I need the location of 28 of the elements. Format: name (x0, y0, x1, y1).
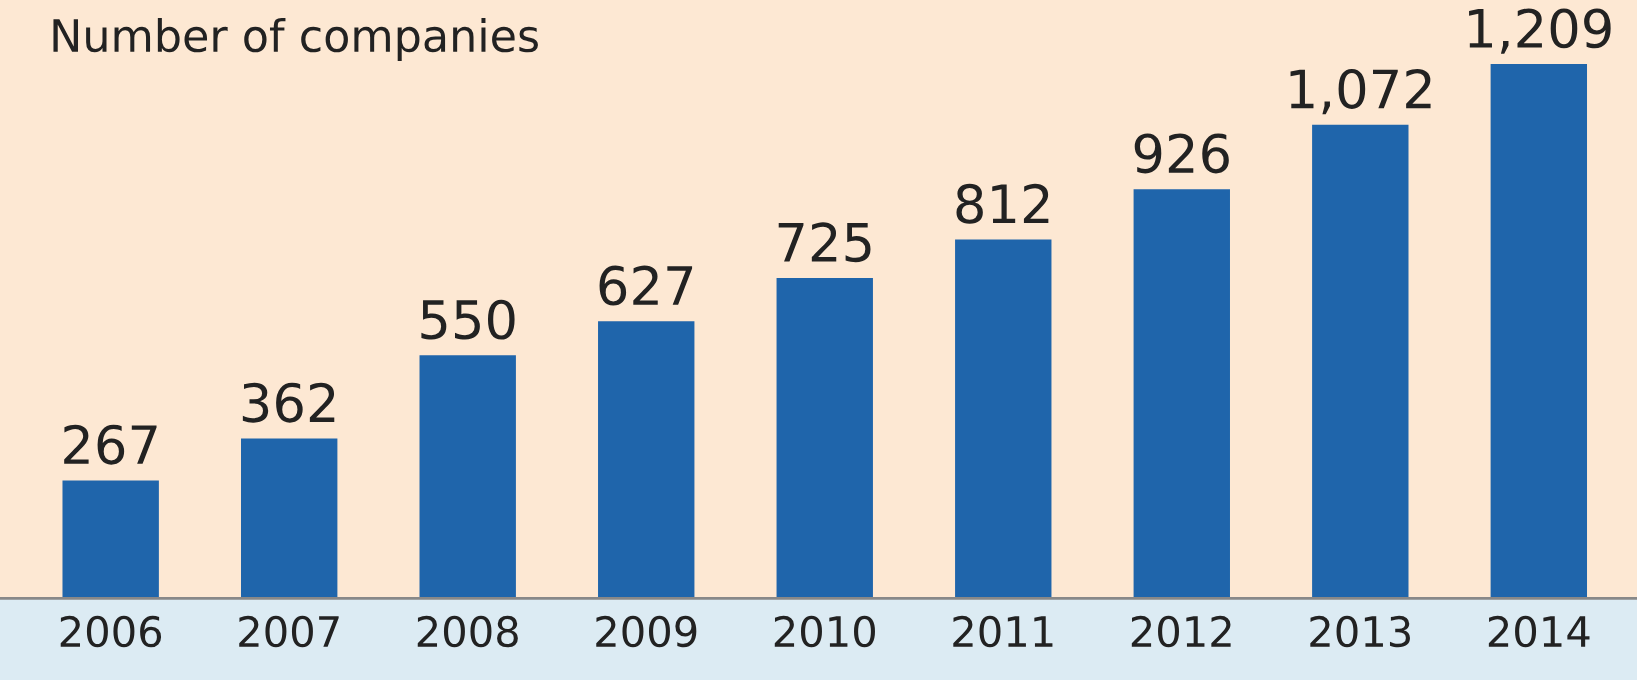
bar (598, 321, 695, 599)
bar (62, 480, 159, 599)
x-tick-label: 2014 (1488, 615, 1590, 648)
bar (955, 239, 1052, 599)
chart-title: Number of companies (53, 17, 538, 61)
bar (1490, 64, 1588, 599)
data-label: 1,209 (1469, 8, 1611, 54)
x-tick-label: 2010 (774, 615, 875, 648)
data-label: 267 (64, 424, 157, 465)
x-tick-label: 2009 (596, 615, 697, 648)
data-label: 1,072 (1290, 68, 1431, 115)
x-tick-label: 2008 (417, 615, 518, 648)
x-tick-label: 2013 (1310, 615, 1410, 648)
x-tick-label: 2007 (239, 615, 339, 648)
bar (1133, 189, 1230, 599)
data-label: 550 (421, 299, 515, 340)
bar (241, 438, 338, 599)
data-label: 926 (1134, 133, 1229, 174)
data-label: 812 (956, 183, 1049, 224)
data-label: 362 (242, 382, 335, 423)
data-label: 725 (778, 222, 871, 263)
data-label: 627 (599, 265, 693, 306)
bar (1312, 124, 1409, 599)
x-tick-label: 2006 (60, 615, 162, 648)
bar (419, 355, 516, 599)
x-tick-label: 2011 (953, 615, 1053, 648)
bar (776, 278, 873, 599)
x-tick-label: 2012 (1131, 615, 1231, 648)
